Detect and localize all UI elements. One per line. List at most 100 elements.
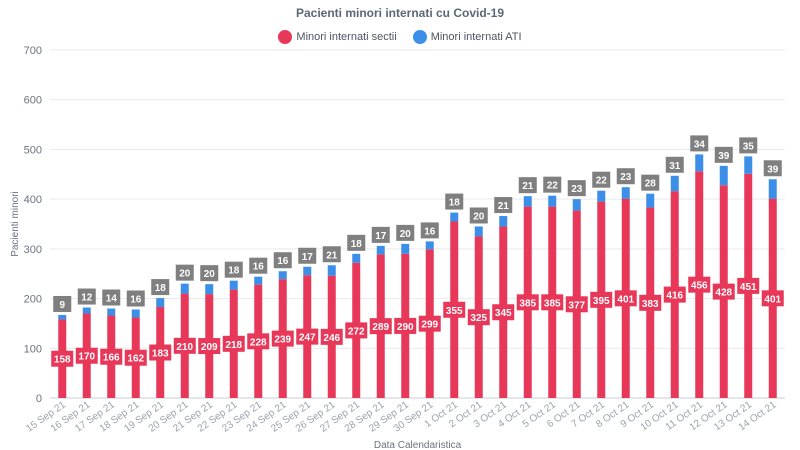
bar-ati xyxy=(376,245,385,255)
data-label-sectii: 170 xyxy=(78,352,95,363)
bar-ati xyxy=(548,195,557,207)
bar-ati xyxy=(621,187,630,199)
legend-swatch-ati xyxy=(412,30,427,44)
data-label-sectii: 395 xyxy=(593,296,610,307)
data-label-ati: 16 xyxy=(253,262,265,273)
data-label-bg-ati xyxy=(396,224,415,241)
data-label-ati: 16 xyxy=(424,226,436,237)
bar-ati xyxy=(425,241,434,250)
legend-item-sectii[interactable]: Minori internati sectii xyxy=(278,30,397,44)
bar-ati xyxy=(450,212,459,222)
data-label-ati: 22 xyxy=(596,176,608,187)
data-label-bg-sectii xyxy=(320,328,343,345)
data-label-bg-ati xyxy=(641,174,660,191)
data-label-bg-sectii xyxy=(369,318,392,335)
data-label-bg-ati xyxy=(224,261,243,278)
bar-ati xyxy=(180,283,189,294)
data-label-bg-ati xyxy=(739,137,758,154)
data-label-ati: 12 xyxy=(81,293,93,304)
bar-ati xyxy=(131,309,140,318)
bar-ati xyxy=(58,314,67,320)
data-label-sectii: 247 xyxy=(299,333,316,344)
data-label-bg-sectii xyxy=(124,349,147,366)
data-label-bg-sectii xyxy=(443,301,466,318)
legend-label-sectii: Minori internati sectii xyxy=(296,31,397,43)
data-label-sectii: 385 xyxy=(544,298,561,309)
data-label-sectii: 345 xyxy=(495,308,512,319)
data-label-ati: 39 xyxy=(718,151,730,162)
data-label-bg-ati xyxy=(518,177,537,194)
data-label-ati: 21 xyxy=(498,201,510,212)
data-label-sectii: 428 xyxy=(715,288,732,299)
data-label-sectii: 158 xyxy=(54,355,71,366)
data-label-sectii: 289 xyxy=(372,322,389,333)
legend-item-ati[interactable]: Minori internati ATI xyxy=(412,30,522,44)
y-tick-label: 600 xyxy=(24,95,42,107)
data-label-bg-sectii xyxy=(51,350,74,367)
data-label-sectii: 401 xyxy=(764,294,781,305)
data-label-sectii: 451 xyxy=(740,282,757,293)
data-label-ati: 20 xyxy=(473,211,485,222)
data-label-bg-sectii xyxy=(418,315,441,332)
bar-ati xyxy=(82,307,91,314)
data-label-bg-sectii xyxy=(516,294,539,311)
data-label-bg-sectii xyxy=(565,296,588,313)
chart-title: Pacienti minori internati cu Covid-19 xyxy=(295,6,505,20)
data-label-bg-sectii xyxy=(663,286,686,303)
data-label-ati: 20 xyxy=(400,229,412,240)
data-label-ati: 17 xyxy=(375,231,387,242)
data-label-bg-sectii xyxy=(247,333,270,350)
data-label-ati: 9 xyxy=(59,300,65,311)
data-label-bg-sectii xyxy=(492,304,515,321)
data-label-bg-sectii xyxy=(614,290,637,307)
data-label-ati: 18 xyxy=(155,283,167,294)
data-label-bg-sectii xyxy=(761,290,784,307)
bar-ati xyxy=(744,156,753,174)
data-label-bg-ati xyxy=(494,197,513,214)
bar-ati xyxy=(695,154,704,172)
data-label-bg-ati xyxy=(665,156,684,173)
data-label-bg-sectii xyxy=(345,322,368,339)
data-label-sectii: 209 xyxy=(201,342,218,353)
bar-ati xyxy=(670,175,679,192)
data-label-bg-ati xyxy=(77,288,96,305)
data-label-ati: 35 xyxy=(743,141,755,152)
data-label-ati: 16 xyxy=(130,295,142,306)
bar-ati xyxy=(327,265,336,276)
data-label-bg-sectii xyxy=(590,291,613,308)
data-label-bg-sectii xyxy=(198,338,221,355)
bar-ati xyxy=(156,298,165,308)
data-label-sectii: 272 xyxy=(348,326,365,337)
bar-ati xyxy=(523,196,532,207)
data-label-sectii: 325 xyxy=(470,313,487,324)
data-label-ati: 17 xyxy=(302,252,314,263)
data-label-bg-sectii xyxy=(737,277,760,294)
data-label-bg-ati xyxy=(445,193,464,210)
data-label-bg-ati xyxy=(298,247,317,264)
data-label-bg-sectii xyxy=(75,347,98,364)
data-label-ati: 34 xyxy=(694,139,706,150)
y-tick-label: 400 xyxy=(24,194,42,206)
data-label-bg-sectii xyxy=(639,294,662,311)
data-label-ati: 23 xyxy=(620,172,632,183)
data-label-bg-ati xyxy=(151,279,170,296)
data-label-sectii: 290 xyxy=(397,322,414,333)
bar-ati xyxy=(768,179,777,199)
data-label-bg-sectii xyxy=(467,309,490,326)
data-label-sectii: 166 xyxy=(103,353,120,364)
bar-ati xyxy=(352,253,361,263)
data-label-bg-ati xyxy=(347,234,366,251)
data-label-bg-ati xyxy=(543,176,562,193)
data-label-ati: 21 xyxy=(522,181,534,192)
data-label-sectii: 456 xyxy=(691,281,708,292)
data-label-bg-sectii xyxy=(173,337,196,354)
data-label-bg-ati xyxy=(126,290,145,307)
bar-ati xyxy=(572,199,581,211)
data-label-bg-ati xyxy=(175,264,194,281)
data-label-sectii: 183 xyxy=(152,349,169,360)
bar-ati xyxy=(278,271,287,280)
data-label-bg-ati xyxy=(200,265,219,282)
legend: Minori internati sectii Minori internati… xyxy=(0,30,800,44)
data-label-bg-ati xyxy=(371,226,390,243)
